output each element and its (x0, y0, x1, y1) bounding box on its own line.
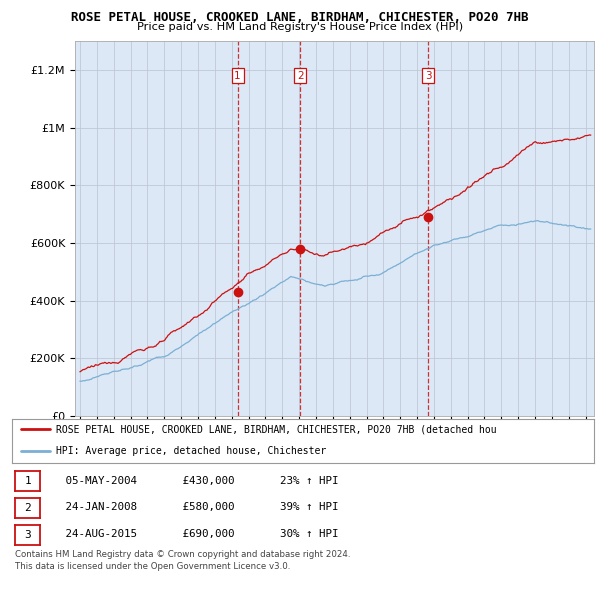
Text: Price paid vs. HM Land Registry's House Price Index (HPI): Price paid vs. HM Land Registry's House … (137, 22, 463, 32)
Text: 1: 1 (24, 477, 31, 486)
Text: This data is licensed under the Open Government Licence v3.0.: This data is licensed under the Open Gov… (15, 562, 290, 571)
Text: ROSE PETAL HOUSE, CROOKED LANE, BIRDHAM, CHICHESTER, PO20 7HB: ROSE PETAL HOUSE, CROOKED LANE, BIRDHAM,… (71, 11, 529, 24)
Text: 2: 2 (24, 503, 31, 513)
Text: 1: 1 (234, 71, 241, 81)
Text: 24-JAN-2008       £580,000       39% ↑ HPI: 24-JAN-2008 £580,000 39% ↑ HPI (46, 503, 338, 512)
Text: 24-AUG-2015       £690,000       30% ↑ HPI: 24-AUG-2015 £690,000 30% ↑ HPI (46, 529, 338, 539)
Text: HPI: Average price, detached house, Chichester: HPI: Average price, detached house, Chic… (56, 446, 326, 455)
Text: 3: 3 (425, 71, 431, 81)
Text: Contains HM Land Registry data © Crown copyright and database right 2024.: Contains HM Land Registry data © Crown c… (15, 550, 350, 559)
Text: ROSE PETAL HOUSE, CROOKED LANE, BIRDHAM, CHICHESTER, PO20 7HB (detached hou: ROSE PETAL HOUSE, CROOKED LANE, BIRDHAM,… (56, 424, 496, 434)
Text: 05-MAY-2004       £430,000       23% ↑ HPI: 05-MAY-2004 £430,000 23% ↑ HPI (46, 476, 338, 486)
Text: 2: 2 (297, 71, 304, 81)
Text: 3: 3 (24, 530, 31, 539)
